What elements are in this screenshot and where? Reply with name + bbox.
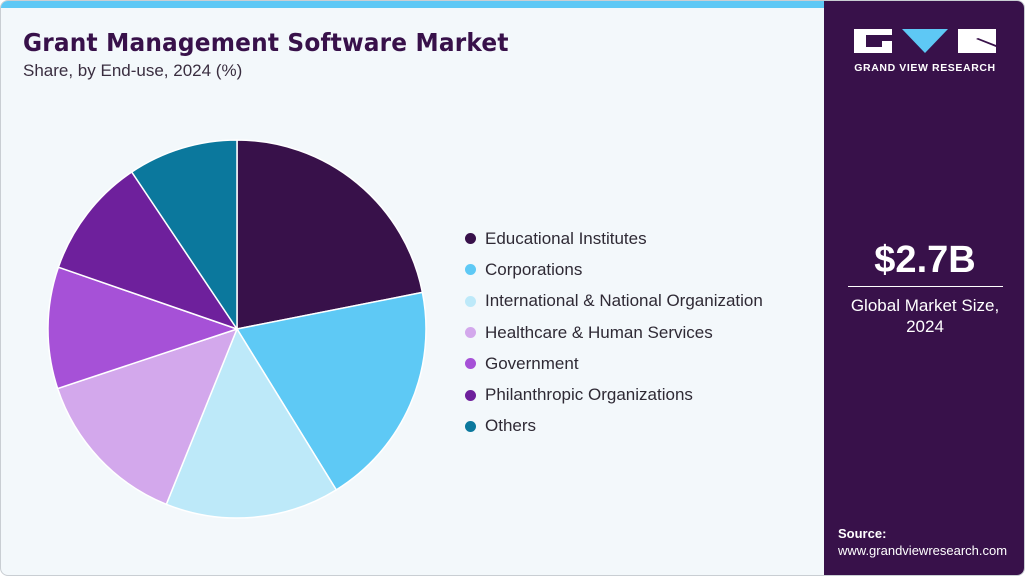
legend-label: Others (485, 416, 537, 436)
source-label: Source: (838, 526, 887, 541)
legend-label: Corporations (485, 259, 583, 279)
sidebar-panel: GRAND VIEW RESEARCH $2.7B Global Market … (824, 1, 1024, 575)
legend-dot-icon (465, 327, 476, 339)
divider (848, 286, 1003, 287)
legend-label: Philanthropic Organizations (485, 385, 693, 405)
pie-slice (235, 291, 427, 491)
market-size-label: Global Market Size, 2024 (824, 295, 1024, 337)
source-link[interactable]: www.grandviewresearch.com (838, 543, 1008, 558)
accent-bar (1, 1, 824, 8)
legend-item: Educational Institutes (465, 223, 763, 254)
legend-dot-icon (465, 358, 476, 370)
chart-legend: Educational Institutes Corporations Intern… (465, 223, 763, 442)
market-size-label-line1: Global Market Size, (850, 296, 1000, 315)
legend-item: Corporations (465, 254, 763, 285)
legend-dot-icon (465, 295, 476, 307)
legend-label: Educational Institutes (485, 228, 647, 248)
pie-chart (47, 139, 427, 519)
chart-subtitle: Share, by End-use, 2024 (%) (23, 61, 243, 80)
legend-label: International & National Organization (485, 291, 763, 311)
gvr-logo-icon (854, 29, 996, 53)
legend-dot-icon (465, 264, 476, 276)
legend-dot-icon (465, 420, 476, 432)
legend-dot-icon (465, 389, 476, 401)
pie-slice (56, 327, 239, 506)
legend-label: Government (485, 353, 579, 373)
legend-item: Healthcare & Human Services (465, 317, 763, 348)
pie-slice (165, 327, 338, 519)
legend-item: International & National Organization (465, 286, 763, 317)
legend-dot-icon (465, 233, 476, 245)
pie-slice (130, 139, 238, 332)
legend-item: Philanthropic Organizations (465, 379, 763, 410)
market-size-label-line2: 2024 (906, 317, 944, 336)
legend-item: Others (465, 411, 763, 442)
pie-slice (47, 266, 240, 390)
legend-label: Healthcare & Human Services (485, 322, 713, 342)
chart-title: Grant Management Software Market (23, 28, 509, 57)
market-size-value: $2.7B (874, 239, 976, 281)
logo-text: GRAND VIEW RESEARCH (854, 62, 996, 74)
pie-slice (57, 170, 239, 331)
pie-slice (236, 139, 424, 330)
legend-item: Government (465, 348, 763, 379)
